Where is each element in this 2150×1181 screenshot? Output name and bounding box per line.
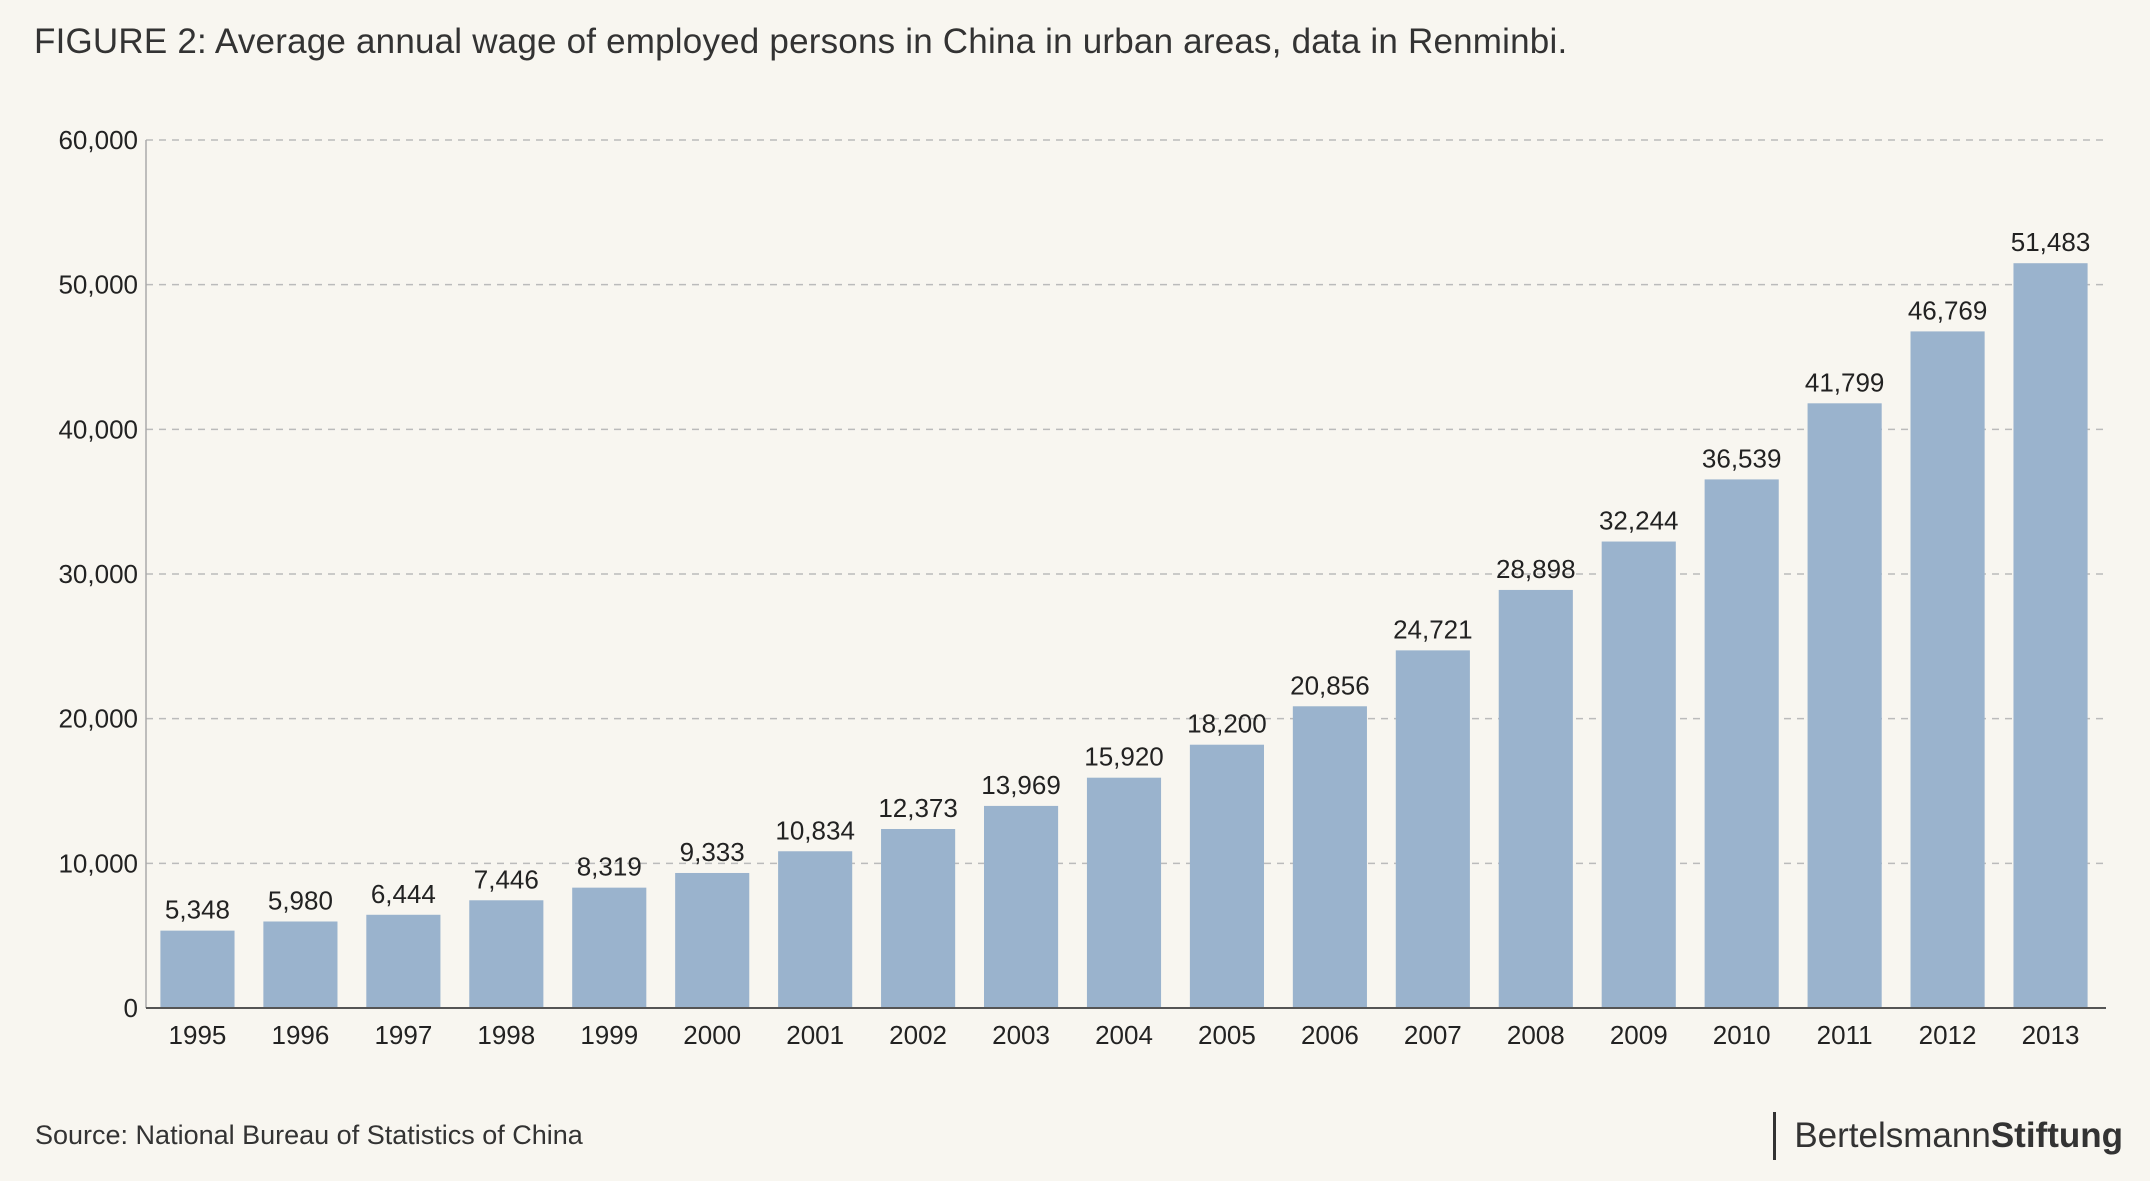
brand-logo: Bertelsmann Stiftung [1773,1112,2123,1160]
y-tick-label: 60,000 [58,125,138,155]
x-tick-label: 2004 [1095,1020,1153,1050]
x-tick-label: 2006 [1301,1020,1359,1050]
data-label: 24,721 [1393,614,1473,644]
x-tick-label: 1999 [580,1020,638,1050]
bar [1910,331,1985,1009]
y-tick-label: 30,000 [58,559,138,589]
y-tick-label: 40,000 [58,414,138,444]
bar [1189,744,1265,1008]
source-note: Source: National Bureau of Statistics of… [35,1120,583,1150]
x-tick-label: 2012 [1919,1020,1977,1050]
grid-lines [146,139,2106,865]
data-label: 51,483 [2011,227,2091,257]
data-label: 8,319 [577,852,642,882]
bars [160,263,2088,1009]
x-tick-label: 2010 [1713,1020,1771,1050]
bar [778,851,853,1008]
bar [1292,706,1367,1008]
x-tick-label: 2011 [1817,1020,1873,1050]
x-tick-label: 2009 [1610,1020,1668,1050]
bar [1807,403,1882,1008]
data-label: 46,769 [1908,295,1988,325]
bar [1704,479,1779,1008]
bar [572,887,647,1008]
x-tick-label: 2000 [683,1020,741,1050]
x-tick-label: 1995 [169,1020,227,1050]
bar [160,930,235,1008]
bar [366,914,441,1008]
data-label: 20,856 [1290,670,1370,700]
x-tick-label: 2003 [992,1020,1050,1050]
y-tick-label: 20,000 [58,704,138,734]
x-tick-label: 1997 [374,1020,432,1050]
bar [1395,650,1470,1008]
x-tick-label: 2002 [889,1020,947,1050]
data-label: 12,373 [878,793,958,823]
data-label: 10,834 [775,815,855,845]
chart-title: FIGURE 2: Average annual wage of employe… [34,22,1568,61]
data-label: 18,200 [1187,709,1267,739]
x-tick-label: 1996 [271,1020,329,1050]
data-label: 9,333 [680,837,745,867]
data-label: 41,799 [1805,367,1885,397]
x-tick-label: 1998 [477,1020,535,1050]
bar [983,805,1059,1008]
axes [145,140,2106,1009]
bar [1086,777,1162,1008]
bar [1601,541,1676,1008]
y-tick-label: 50,000 [58,270,138,300]
y-tick-label: 0 [124,993,138,1023]
labels: 0 10,000 20,000 30,000 40,000 50,000 60,000 5,3… [58,125,2090,1050]
x-tick-label: 2008 [1507,1020,1565,1050]
bar [263,921,338,1008]
data-label: 15,920 [1084,742,1164,772]
x-tick-label: 2007 [1404,1020,1462,1050]
data-label: 36,539 [1702,443,1782,473]
x-tick-label: 2001 [786,1020,844,1050]
brand-name-regular: Bertelsmann [1794,1116,1991,1155]
data-label: 28,898 [1496,554,1576,584]
x-tick-label: 2013 [2022,1020,2080,1050]
bar [881,829,956,1008]
bar [2013,263,2088,1008]
data-label: 6,444 [371,879,436,909]
brand-name-bold: Stiftung [1990,1116,2123,1155]
data-label: 5,980 [268,885,333,915]
bar-chart: 0 10,000 20,000 30,000 40,000 50,000 60,000 5,3… [58,125,2106,1050]
data-label: 7,446 [474,864,539,894]
data-label: 5,348 [165,895,230,925]
x-tick-label: 2005 [1198,1020,1256,1050]
y-tick-label: 10,000 [58,848,138,878]
bar [469,900,544,1008]
bar [675,872,750,1008]
bar [1498,589,1573,1008]
data-label: 13,969 [981,770,1061,800]
data-label: 32,244 [1599,506,1679,536]
